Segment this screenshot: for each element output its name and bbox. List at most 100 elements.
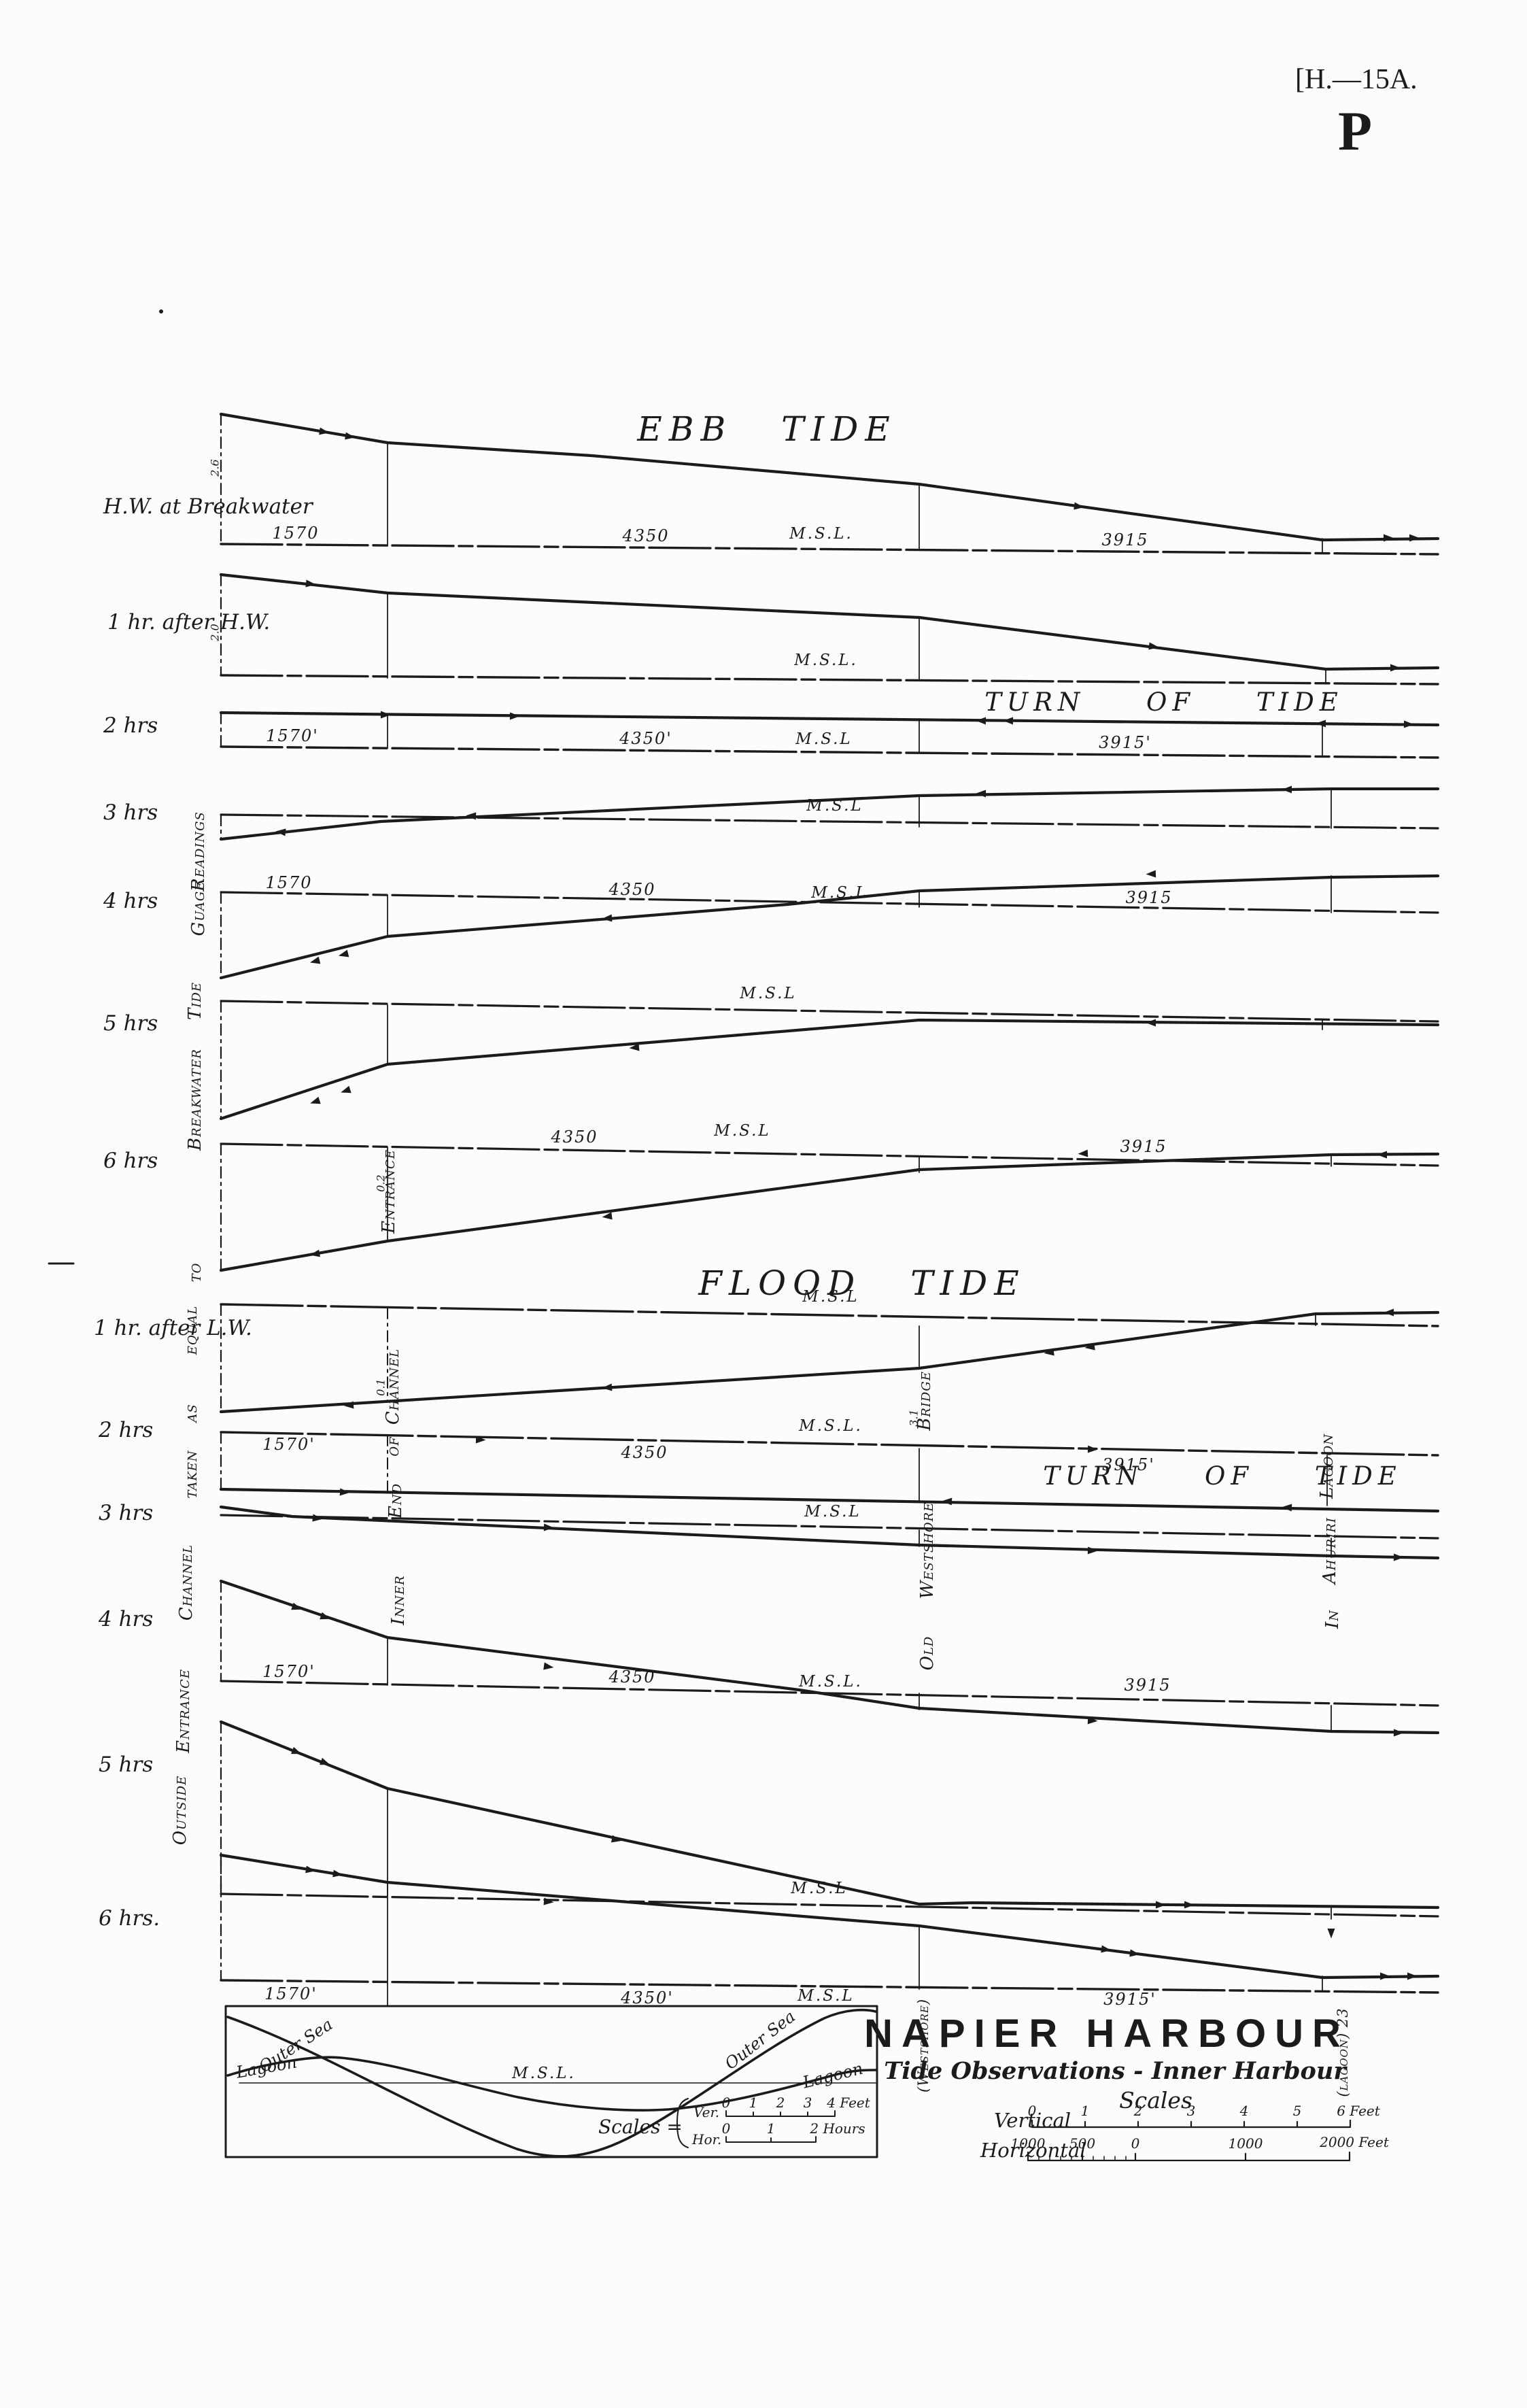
- inset-hor-tick: 1: [766, 2120, 776, 2137]
- row-label-2hr-flood: 2 hrs: [99, 1418, 154, 1442]
- row-label-hw: H.W. at Breakwater: [103, 494, 313, 519]
- distance-label: 1570': [264, 1984, 318, 2003]
- outer-sea-curve: [226, 2008, 877, 2158]
- vertical-scale-label: Vertical: [994, 2109, 1071, 2132]
- row-label-6hr-ebb: 6 hrs: [103, 1149, 158, 1173]
- horizontal-scale-tick: 1000: [1010, 2135, 1046, 2152]
- document-code: [H.—15A.: [1295, 64, 1418, 95]
- station-lagoon: Lagoon: [1317, 1434, 1337, 1499]
- horizontal-scale-tick: 500: [1069, 2135, 1096, 2152]
- station-bridge: Westshore: [917, 1502, 938, 1599]
- distance-label: 4350': [621, 1988, 674, 2007]
- msl-label: M.S.L: [806, 797, 863, 815]
- plate-letter: P: [1338, 100, 1373, 162]
- row-label-1hr-flood: 1 hr. after L.W.: [94, 1316, 252, 1340]
- msl-label: M.S.L: [791, 1880, 848, 1897]
- turn-of-tide-note-2: TURN OF TIDE: [1043, 1461, 1402, 1491]
- distance-label: 1570: [265, 873, 313, 892]
- gauge-reading: 0.2: [374, 1174, 388, 1192]
- lagoon-curve: [226, 2056, 877, 2112]
- vertical-scale-tick: 4: [1239, 2103, 1249, 2119]
- msl-label: M.S.L: [802, 1288, 859, 1306]
- water-line: [219, 412, 1440, 542]
- distance-label: 1570': [262, 1662, 315, 1681]
- gauge-reading: 3.1: [907, 1409, 921, 1427]
- distance-label: 1570: [272, 524, 320, 543]
- msl-label: M.S.L: [811, 884, 868, 902]
- station-left-margin: as: [181, 1404, 201, 1423]
- station-bridge: Old: [917, 1635, 938, 1671]
- vertical-scale-tick: 3: [1186, 2103, 1196, 2119]
- station-left-margin: Breakwater: [185, 1049, 205, 1151]
- vertical-scale-unit: 6 Feet: [1337, 2103, 1380, 2119]
- vertical-scale-tick: 2: [1133, 2103, 1143, 2119]
- horizontal-scale-tick: 0: [1131, 2135, 1140, 2152]
- station-left-margin: to: [185, 1262, 205, 1283]
- horizontal-scale-unit: 2000 Feet: [1320, 2134, 1389, 2150]
- inset-ver-unit: 4 Feet: [827, 2095, 870, 2111]
- station-left-margin: Guage: [188, 881, 209, 936]
- distance-label: 4350: [551, 1127, 598, 1147]
- vertical-scale-tick: 0: [1027, 2103, 1037, 2119]
- row-label-1hr-ebb: 1 hr. after H.W.: [107, 610, 271, 634]
- horizontal-scale-label: Horizontal: [980, 2139, 1086, 2162]
- distance-label: 3915: [1101, 530, 1149, 549]
- inset-ver-label: Ver.: [693, 2104, 720, 2120]
- station-lagoon: In: [1322, 1609, 1343, 1629]
- row-label-3hr-ebb: 3 hrs: [103, 800, 158, 825]
- row-label-4hr-flood: 4 hrs: [99, 1607, 154, 1631]
- distance-label: 4350: [622, 526, 670, 545]
- sheet-title: NAPIER HARBOUR: [864, 2012, 1350, 2056]
- distance-label: 3915: [1120, 1137, 1167, 1156]
- msl-label: M.S.L.: [794, 651, 858, 669]
- station-lagoon: Ahuriri: [1320, 1517, 1340, 1584]
- station-left-margin: equal: [181, 1305, 201, 1355]
- distance-label: 3915': [1099, 733, 1152, 752]
- inset-ver-tick: 3: [803, 2095, 812, 2111]
- station-left-margin: Channel: [176, 1544, 196, 1621]
- horizontal-scale-tick: 1000: [1228, 2135, 1263, 2152]
- inset-hor-tick: 0: [721, 2120, 731, 2137]
- distance-label: 3915: [1125, 888, 1173, 907]
- msl-line: [220, 543, 1439, 556]
- row-label-4hr-ebb: 4 hrs: [103, 889, 158, 913]
- inset-ver-tick: 1: [749, 2095, 758, 2111]
- station-left-margin: Entrance: [173, 1669, 194, 1753]
- distance-label: 4350: [608, 1667, 656, 1686]
- inset-msl-label: M.S.L.: [512, 2065, 576, 2082]
- distance-label: 4350': [619, 729, 672, 748]
- row-label-2hr-ebb: 2 hrs: [103, 713, 158, 738]
- msl-label: M.S.L: [740, 985, 797, 1002]
- distance-label: 1570': [262, 1435, 315, 1454]
- distance-label: 4350: [621, 1443, 668, 1462]
- distance-label: 1570': [266, 726, 319, 745]
- station-left-margin: Tide: [185, 981, 205, 1021]
- msl-label: M.S.L.: [789, 525, 853, 543]
- row-label-3hr-flood: 3 hrs: [99, 1501, 154, 1525]
- sheet-subtitle: Tide Observations - Inner Harbour: [884, 2057, 1346, 2085]
- inset-scales-label: Scales =: [598, 2116, 683, 2138]
- row-label-6hr-flood: 6 hrs.: [99, 1906, 160, 1931]
- flood-tide-title: FLOOD TIDE: [698, 1264, 1026, 1303]
- station-left-margin: taken: [181, 1450, 201, 1499]
- msl-label: M.S.L: [714, 1122, 771, 1140]
- gauge-reading: 2.6: [208, 459, 222, 477]
- distance-label: 4350: [608, 880, 656, 899]
- station-channel: of: [383, 1436, 403, 1457]
- vertical-scale-tick: 1: [1080, 2103, 1090, 2119]
- station-channel: End: [385, 1482, 406, 1519]
- scales-heading: Scales: [1119, 2087, 1193, 2114]
- row-label-5hr-flood: 5 hrs: [99, 1752, 154, 1777]
- distance-label: 3915': [1103, 1990, 1156, 2009]
- msl-label: M.S.L.: [799, 1417, 863, 1435]
- station-left-margin: Readings: [188, 811, 209, 892]
- row-label-5hr-ebb: 5 hrs: [103, 1011, 158, 1036]
- turn-of-tide-note-1: TURN OF TIDE: [984, 688, 1343, 717]
- station-left-margin: Outside: [170, 1775, 190, 1846]
- msl-label: M.S.L: [804, 1503, 861, 1521]
- distance-label: 3915: [1124, 1676, 1171, 1695]
- ebb-tide-title: EBB TIDE: [637, 409, 897, 449]
- msl-label: M.S.L.: [799, 1673, 863, 1691]
